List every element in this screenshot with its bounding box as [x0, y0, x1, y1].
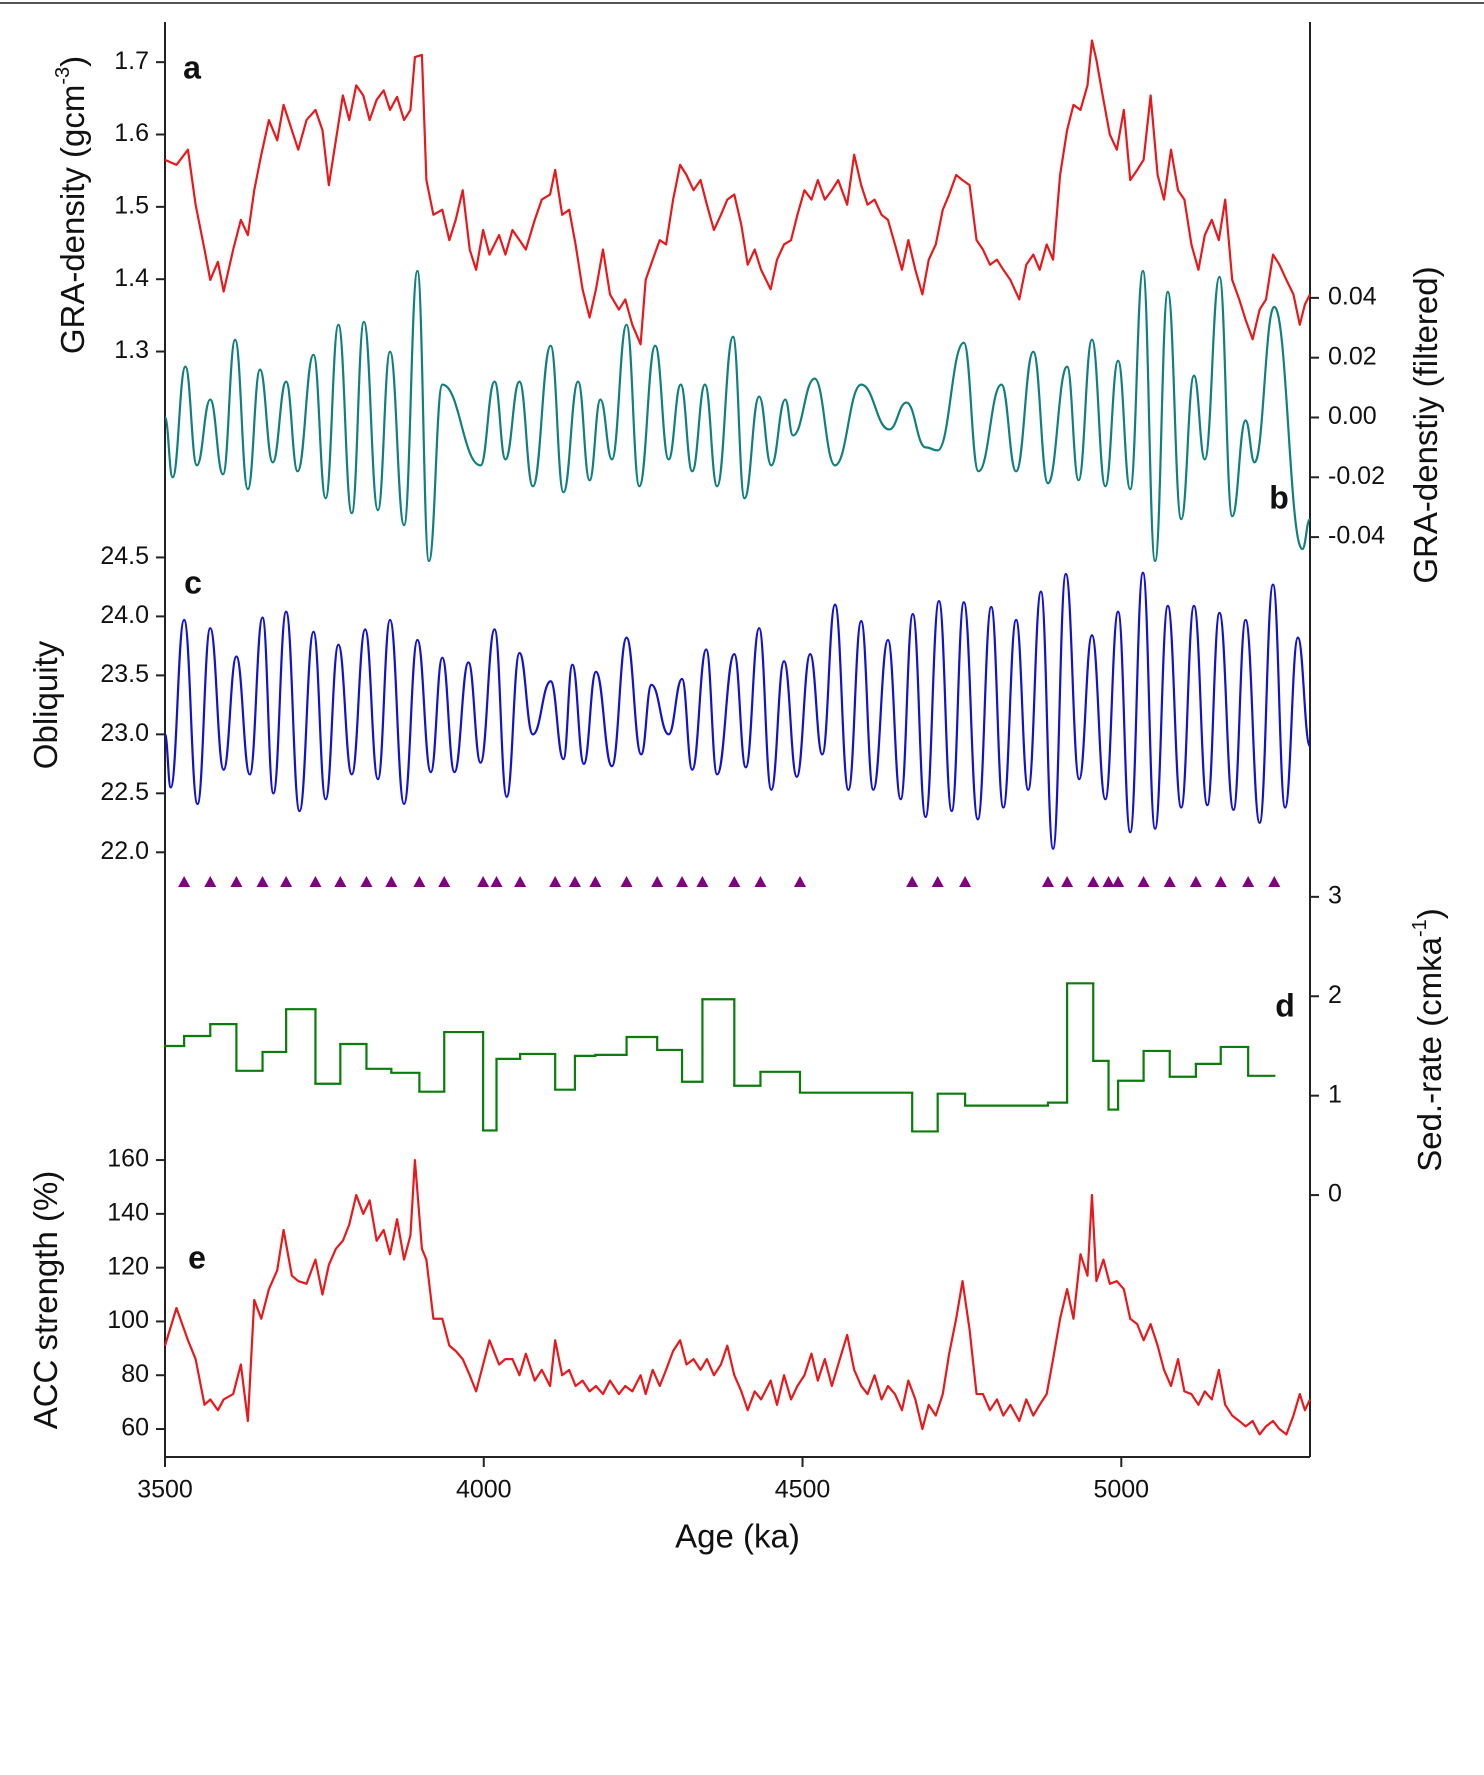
- tie-point: [620, 876, 633, 887]
- y-tick-label: -0.02: [1328, 462, 1385, 490]
- y-tick-label: 1.3: [114, 336, 149, 364]
- tie-point: [1087, 876, 1100, 887]
- data-line: [164, 39, 1311, 346]
- tie-point: [256, 876, 269, 887]
- y-tick-label: 0.04: [1328, 282, 1377, 310]
- y-tick-label: 80: [121, 1360, 149, 1388]
- y-tick-label: 60: [121, 1414, 149, 1442]
- tie-point: [204, 876, 217, 887]
- y-axis-label: ACC strength (%): [27, 1171, 64, 1430]
- y-tick-label: 23.5: [100, 660, 149, 688]
- y-tick-label: 23.0: [100, 719, 149, 747]
- x-tick-label: 3500: [137, 1476, 193, 1504]
- tie-point: [309, 876, 322, 887]
- y-axis-label-part: GRA-density (gcm: [54, 85, 91, 355]
- y-tick-label: 22.5: [100, 778, 149, 806]
- y-axis-label: GRA-density (gcm-3): [52, 56, 90, 354]
- y-axis-label-part: GRA-denstiy (filtered): [1407, 266, 1444, 583]
- y-tick-label: 1.6: [114, 119, 149, 147]
- tie-point: [514, 876, 527, 887]
- x-axis-label: Age (ka): [675, 1518, 800, 1555]
- y-axis-label-part: ): [1411, 908, 1448, 919]
- x-tick-label: 5000: [1093, 1476, 1149, 1504]
- y-tick-label: 1.7: [114, 47, 149, 75]
- y-axis-label: Sed.-rate (cmka-1): [1409, 908, 1447, 1172]
- tie-point: [931, 876, 944, 887]
- tie-point: [959, 876, 972, 887]
- y-tick-label: 0.02: [1328, 342, 1377, 370]
- y-tick-label: 160: [107, 1145, 149, 1173]
- tie-point: [1268, 876, 1281, 887]
- y-axis-label-part: ): [54, 56, 91, 67]
- tie-point: [568, 876, 581, 887]
- tie-point: [334, 876, 347, 887]
- panel-letter: a: [183, 49, 201, 85]
- tie-point: [178, 876, 191, 887]
- tie-point: [490, 876, 503, 887]
- tie-point: [1061, 876, 1074, 887]
- tie-point: [1189, 876, 1202, 887]
- tie-point: [438, 876, 451, 887]
- data-line: [163, 269, 1312, 563]
- data-line: [163, 571, 1312, 850]
- tie-point: [280, 876, 293, 887]
- tie-point: [385, 876, 398, 887]
- y-axis-label: Obliquity: [27, 640, 64, 769]
- tie-point: [676, 876, 689, 887]
- tie-point: [549, 876, 562, 887]
- tie-point: [1112, 876, 1125, 887]
- y-tick-label: 0: [1328, 1180, 1342, 1208]
- tie-point: [651, 876, 664, 887]
- panel-letter: e: [188, 1239, 206, 1275]
- y-tick-label: 1.5: [114, 191, 149, 219]
- tie-point: [696, 876, 709, 887]
- tie-point: [360, 876, 373, 887]
- y-tick-label: 1.4: [114, 264, 149, 292]
- panel-letter: b: [1269, 479, 1289, 515]
- y-tick-label: 0.00: [1328, 402, 1377, 430]
- tie-point: [793, 876, 806, 887]
- y-axis-label-superscript: -3: [52, 67, 74, 85]
- y-tick-label: 24.0: [100, 601, 149, 629]
- x-tick-label: 4500: [775, 1476, 831, 1504]
- y-tick-label: 120: [107, 1252, 149, 1280]
- y-axis-label-part: ACC strength (%): [27, 1171, 64, 1430]
- tie-point: [1041, 876, 1054, 887]
- tie-point: [477, 876, 490, 887]
- tie-point: [728, 876, 741, 887]
- y-tick-label: -0.04: [1328, 522, 1385, 550]
- tie-point: [1214, 876, 1227, 887]
- y-axis-label-part: Sed.-rate (cmka: [1411, 936, 1448, 1171]
- y-axis-label-superscript: -1: [1409, 919, 1431, 937]
- tie-point: [413, 876, 426, 887]
- y-tick-label: 22.0: [100, 837, 149, 865]
- tie-point: [754, 876, 767, 887]
- tie-point: [589, 876, 602, 887]
- tie-point: [906, 876, 919, 887]
- y-tick-label: 24.5: [100, 542, 149, 570]
- tie-point: [1242, 876, 1255, 887]
- data-line: [163, 1158, 1311, 1436]
- panel-letter: d: [1275, 987, 1295, 1023]
- y-tick-label: 140: [107, 1198, 149, 1226]
- y-axis-label: GRA-denstiy (filtered): [1407, 266, 1444, 583]
- tie-point: [1137, 876, 1150, 887]
- y-axis-label-part: Obliquity: [27, 640, 64, 769]
- y-tick-label: 1: [1328, 1080, 1342, 1108]
- tie-point: [1102, 876, 1115, 887]
- tie-point: [230, 876, 243, 887]
- y-tick-label: 2: [1328, 981, 1342, 1009]
- x-tick-label: 4000: [456, 1476, 512, 1504]
- y-tick-label: 100: [107, 1306, 149, 1334]
- tie-point: [1163, 876, 1176, 887]
- panel-letter: c: [184, 564, 202, 600]
- y-tick-label: 3: [1328, 881, 1342, 909]
